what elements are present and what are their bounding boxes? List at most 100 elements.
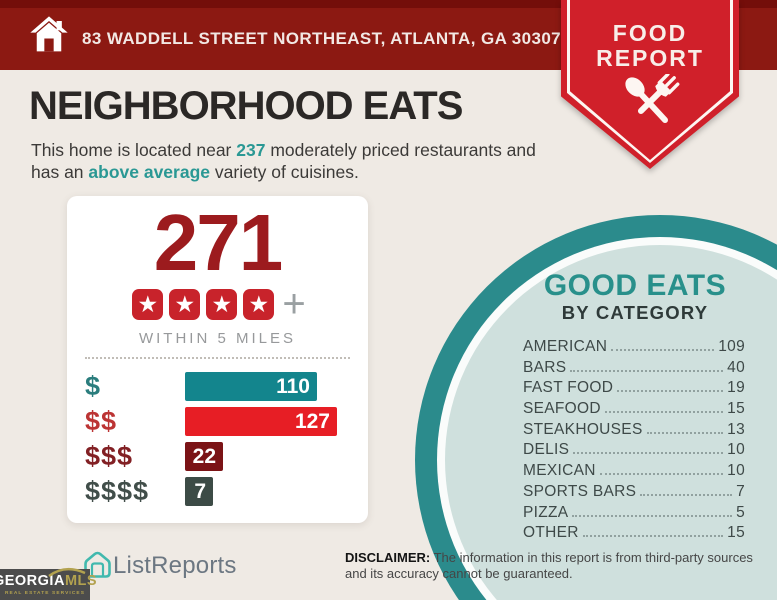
- good-eats-subtitle: BY CATEGORY: [561, 302, 709, 323]
- intro-line1: This home is located near 237 moderately…: [31, 140, 576, 162]
- bar-row: $110: [85, 371, 368, 401]
- dotted-leader: [570, 369, 724, 372]
- category-value: 5: [736, 503, 745, 521]
- category-value: 109: [718, 338, 745, 355]
- category-row: SEAFOOD 15: [523, 400, 745, 421]
- price-tier-label: $$$$: [85, 476, 150, 506]
- address-bar-top-strip: [0, 0, 777, 8]
- category-value: 10: [727, 441, 745, 459]
- intro-line1-pre: This home is located near: [31, 140, 237, 160]
- bar-row: $$$$ 7: [85, 476, 368, 506]
- total-restaurants: 271: [153, 198, 283, 287]
- category-label: PIZZA: [523, 503, 569, 521]
- bar: 127: [185, 407, 337, 436]
- dotted-leader: [604, 411, 724, 414]
- dotted-leader: [599, 473, 724, 476]
- georgia-mls-logo: GEORGIAMLS REAL ESTATE SERVICES: [0, 568, 97, 600]
- category-label: STEAKHOUSES: [523, 420, 643, 438]
- page-title: NEIGHBORHOOD EATS: [29, 84, 463, 128]
- bar: 7: [185, 477, 213, 506]
- category-label: DELIS: [523, 441, 570, 459]
- category-label: SEAFOOD: [523, 400, 601, 418]
- disclaimer-label: DISCLAIMER:: [345, 550, 431, 565]
- category-value: 40: [727, 358, 745, 376]
- category-row: DELIS 10: [523, 441, 745, 462]
- bar-value: 7: [194, 479, 206, 503]
- price-tier-label: $: [85, 371, 102, 401]
- bar-value: 127: [294, 409, 330, 433]
- dotted-leader: [617, 390, 724, 393]
- mls-swoosh-icon: [48, 568, 86, 577]
- variety-highlight: above average: [88, 161, 211, 182]
- star-icon: ★: [243, 288, 275, 320]
- star-rating: ★ ★ ★ ★ +: [67, 282, 368, 326]
- restaurant-count: 237: [236, 140, 266, 160]
- bar-value: 22: [192, 444, 216, 468]
- mls-wordmark: GEORGIAMLS: [0, 572, 98, 589]
- category-row: FAST FOOD 19: [523, 379, 745, 400]
- property-address: 83 WADDELL STREET NORTHEAST, ATLANTA, GA…: [82, 29, 562, 48]
- intro-line2-pre: has an: [31, 161, 89, 182]
- star-icon: ★: [169, 288, 201, 320]
- listreports-logo-icon: [84, 551, 111, 578]
- bar: 110: [185, 372, 317, 401]
- category-value: 15: [727, 524, 745, 542]
- disclaimer: DISCLAIMER: The information in this repo…: [345, 550, 769, 581]
- category-value: 7: [736, 482, 745, 500]
- category-row: BARS 40: [523, 359, 745, 380]
- dotted-divider: [85, 357, 350, 359]
- price-tier-label: $$$: [85, 441, 134, 471]
- category-label: FAST FOOD: [523, 379, 614, 397]
- mls-georgia: GEORGIA: [0, 572, 65, 589]
- intro-text: This home is located near 237 moderately…: [31, 140, 576, 183]
- dotted-leader: [572, 514, 733, 517]
- dotted-leader: [640, 493, 733, 496]
- dotted-leader: [646, 431, 724, 434]
- food-report-badge: FOOD REPORT: [561, 0, 739, 169]
- spoon-fork-icon: [625, 74, 680, 123]
- good-eats-title: GOOD EATS: [543, 269, 727, 302]
- category-label: SPORTS BARS: [523, 482, 637, 500]
- listreports-brand: ListReports: [113, 551, 237, 579]
- category-label: BARS: [523, 358, 567, 376]
- category-value: 19: [727, 379, 745, 397]
- category-row: STEAKHOUSES 13: [523, 421, 745, 442]
- bar-row: $$$ 22: [85, 441, 368, 471]
- intro-line2-post: variety of cuisines.: [210, 161, 359, 182]
- disclaimer-text: The information in this report is from t…: [345, 550, 753, 581]
- category-row: MEXICAN 10: [523, 462, 745, 483]
- category-row: PIZZA 5: [523, 504, 745, 525]
- category-row: AMERICAN 109: [523, 338, 745, 359]
- category-row: SPORTS BARS 7: [523, 483, 745, 504]
- category-value: 13: [727, 420, 745, 438]
- price-tier-label: $$: [85, 406, 118, 436]
- badge-label-report: REPORT: [596, 45, 704, 71]
- mls-tagline: REAL ESTATE SERVICES: [4, 590, 86, 596]
- category-label: MEXICAN: [523, 462, 596, 480]
- bar: 22: [185, 442, 223, 471]
- house-icon: [30, 16, 68, 52]
- dotted-leader: [611, 349, 715, 351]
- good-eats-section: GOOD EATS BY CATEGORY AMERICAN 109 BARS 40 F…: [505, 270, 765, 545]
- dotted-leader: [582, 535, 724, 538]
- category-value: 10: [727, 462, 745, 480]
- restaurant-summary-card: 271 ★ ★ ★ ★ + WITHIN 5 MILES $110 $$ 127 $$$ 22 $…: [67, 196, 368, 523]
- intro-line2: has an above average variety of cuisines…: [31, 162, 576, 184]
- category-label: AMERICAN: [523, 338, 608, 355]
- badge-label-food: FOOD: [612, 20, 688, 46]
- plus-icon: +: [282, 282, 306, 326]
- star-icon: ★: [132, 288, 164, 320]
- category-label: OTHER: [523, 524, 579, 542]
- dotted-leader: [573, 452, 724, 455]
- category-list: AMERICAN 109 BARS 40 FAST FOOD 19 SEAFOOD 15 STE…: [523, 338, 745, 545]
- category-value: 15: [727, 400, 745, 418]
- bar-row: $$ 127: [85, 406, 368, 436]
- price-bars: $110 $$ 127 $$$ 22 $$$$ 7: [67, 371, 368, 506]
- bar-value: 110: [276, 374, 310, 398]
- mls-mls: MLS: [64, 572, 98, 589]
- intro-line1-post: moderately priced restaurants and: [265, 140, 536, 160]
- category-row: OTHER 15: [523, 524, 745, 545]
- radius-caption: WITHIN 5 MILES: [138, 330, 296, 347]
- star-icon: ★: [206, 288, 238, 320]
